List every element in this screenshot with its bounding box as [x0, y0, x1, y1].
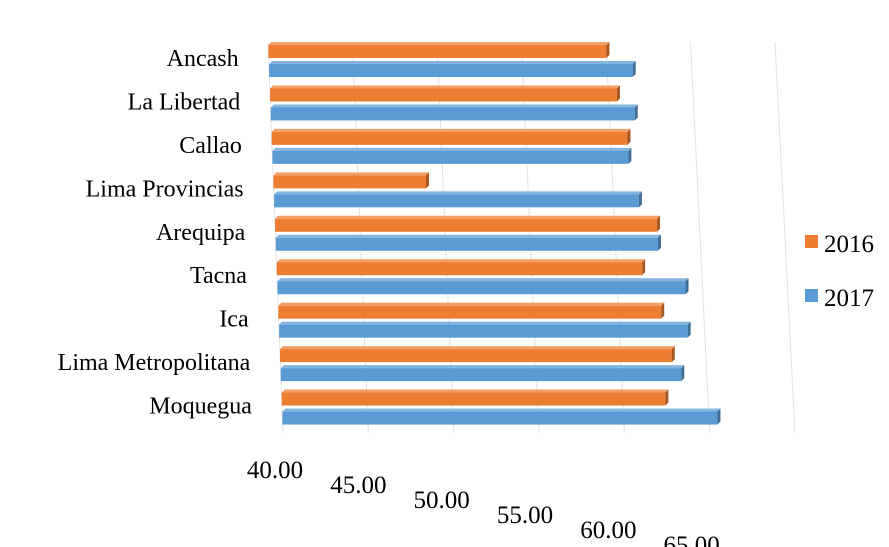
bar-2017-la-libertad	[270, 104, 638, 121]
category-label: Callao	[179, 133, 242, 159]
bar-2017-lima-provincias	[274, 191, 642, 208]
category-label: Tacna	[190, 263, 247, 289]
legend-label-2017: 2017	[824, 285, 874, 312]
legend[interactable]: 2016 2017	[805, 231, 874, 312]
gridline	[267, 41, 284, 434]
bar-2017-arequipa	[275, 234, 661, 251]
bar-2016-ancash	[268, 42, 610, 58]
bar-2016-moquegua	[281, 389, 669, 406]
bar-2016-callao	[271, 128, 631, 145]
category-label: Ica	[219, 307, 249, 333]
x-tick-label: 50.00	[414, 487, 470, 514]
legend-swatch-2017	[805, 289, 818, 302]
bar-2017-callao	[272, 147, 632, 164]
bar-2017-ica	[279, 321, 691, 338]
bar-2017-tacna	[277, 278, 689, 295]
bar-2016-lima-provincias	[273, 172, 430, 189]
x-tick-label: 40.00	[247, 457, 303, 484]
x-tick-label: 60.00	[580, 517, 636, 544]
gridline	[774, 41, 796, 434]
category-label: Lima Metropolitana	[58, 350, 251, 376]
category-label: Arequipa	[156, 220, 246, 246]
category-label: Moquegua	[149, 394, 252, 420]
gridline	[690, 41, 711, 434]
category-label: Lima Provincias	[86, 176, 244, 202]
x-tick-label: 65.00	[664, 532, 720, 547]
x-tick-label: 55.00	[497, 502, 553, 529]
category-label: Ancash	[167, 46, 239, 72]
category-labels: Ancash La Libertad Callao Lima Provincias Ar…	[58, 46, 253, 420]
bar-2016-ica	[278, 302, 665, 319]
legend-label-2016: 2016	[824, 231, 874, 258]
bar-2016-arequipa	[275, 215, 661, 232]
legend-swatch-2016	[805, 235, 818, 248]
x-tick-label: 45.00	[330, 472, 386, 499]
bars	[268, 42, 721, 425]
bar-2017-lima-metropolitana	[280, 365, 685, 382]
bar-2017-ancash	[269, 61, 636, 77]
bar-2016-tacna	[276, 259, 646, 276]
bar-2016-la-libertad	[270, 85, 620, 102]
bar-2016-lima-metropolitana	[280, 346, 675, 363]
bar-2017-moquegua	[282, 408, 721, 425]
category-label: La Libertad	[128, 89, 241, 115]
